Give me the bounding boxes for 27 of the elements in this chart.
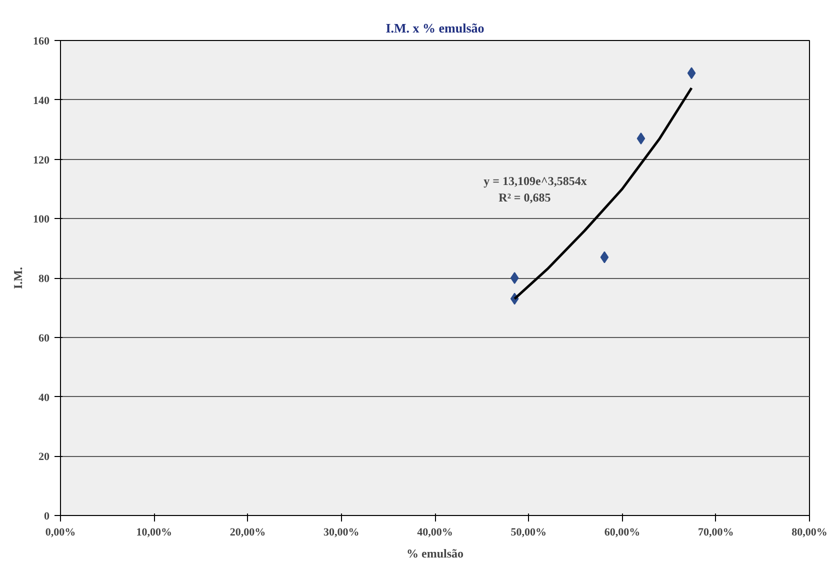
- x-tick-label: 10,00%: [136, 526, 172, 538]
- x-tick-label: 80,00%: [792, 526, 828, 538]
- x-tick-label: 0,00%: [45, 526, 76, 538]
- y-tick-label: 60: [38, 332, 50, 344]
- x-tick-label: 50,00%: [510, 526, 546, 538]
- annotation: y = 13,109e^3,5854x: [484, 174, 587, 188]
- x-tick-label: 40,00%: [417, 526, 453, 538]
- y-tick-label: 20: [38, 451, 50, 464]
- x-tick-label: 60,00%: [604, 526, 640, 538]
- x-tick-label: 70,00%: [698, 526, 734, 538]
- x-tick-label: 20,00%: [230, 526, 266, 538]
- y-tick-label: 160: [33, 36, 50, 48]
- y-tick-label: 140: [33, 94, 50, 107]
- point: [687, 67, 696, 80]
- point: [510, 272, 519, 284]
- x-tick-label: 30,00%: [324, 526, 360, 538]
- chart-title: I.M. x % emulsão: [386, 20, 484, 36]
- point: [600, 251, 609, 264]
- x-axis-title: % emulsão: [406, 546, 464, 560]
- y-tick-label: 100: [33, 214, 50, 226]
- y-tick-label: 80: [38, 273, 50, 285]
- y-axis-title: I.M.: [11, 267, 25, 289]
- y-tick-label: 120: [33, 154, 50, 166]
- annotation: R² = 0,685: [498, 190, 551, 204]
- y-tick-label: 0: [44, 510, 50, 522]
- point: [636, 132, 646, 144]
- y-tick-label: 40: [38, 392, 50, 404]
